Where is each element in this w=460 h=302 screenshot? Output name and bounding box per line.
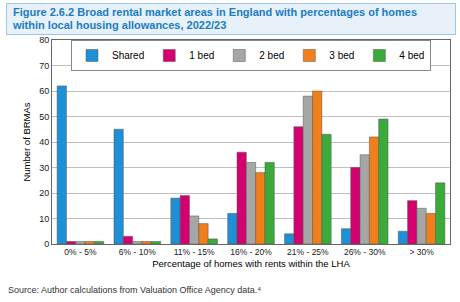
- svg-text:0: 0: [44, 239, 49, 249]
- html-text:Source: Author calculations fr: Source: Author calculations from Valuati…: [8, 285, 262, 295]
- svg-text:Percentage of homes with rents: Percentage of homes with rents within th…: [152, 258, 350, 269]
- svg-text:Shared: Shared: [112, 50, 144, 61]
- svg-text:70: 70: [39, 61, 49, 71]
- svg-text:> 30%: > 30%: [409, 247, 434, 257]
- svg-text:1 bed: 1 bed: [189, 50, 214, 61]
- svg-text:80: 80: [39, 35, 49, 45]
- svg-text:10: 10: [39, 214, 49, 224]
- svg-text:60: 60: [39, 86, 49, 96]
- svg-text:50: 50: [39, 112, 49, 122]
- html-text:Figure 2.6.2 Broad rental mark: Figure 2.6.2 Broad rental market areas i…: [13, 6, 418, 31]
- svg-text:0% - 5%: 0% - 5%: [64, 247, 97, 257]
- svg-text:3 bed: 3 bed: [329, 50, 354, 61]
- svg-text:4 bed: 4 bed: [399, 50, 424, 61]
- svg-text:6% - 10%: 6% - 10%: [119, 247, 156, 257]
- svg-text:26% - 30%: 26% - 30%: [344, 247, 386, 257]
- svg-text:21% - 25%: 21% - 25%: [287, 247, 329, 257]
- svg-text:16% - 20%: 16% - 20%: [230, 247, 272, 257]
- svg-text:30: 30: [39, 163, 49, 173]
- svg-text:2 bed: 2 bed: [259, 50, 284, 61]
- svg-text:20: 20: [39, 188, 49, 198]
- svg-text:Number of BRMAs: Number of BRMAs: [21, 102, 32, 181]
- svg-text:11% - 15%: 11% - 15%: [174, 247, 215, 257]
- svg-text:40: 40: [39, 137, 49, 147]
